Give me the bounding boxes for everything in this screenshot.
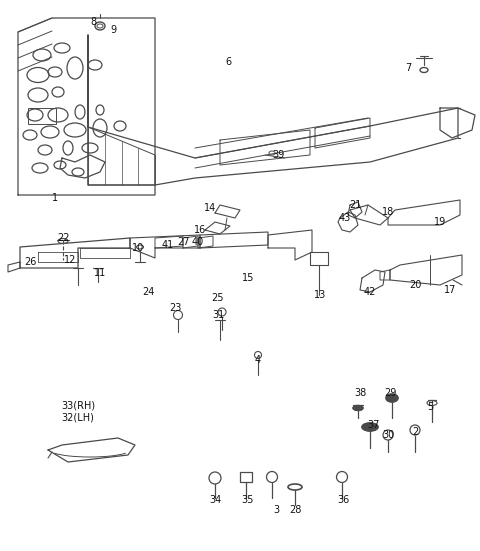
- Text: 18: 18: [382, 207, 394, 217]
- Text: 29: 29: [384, 388, 396, 398]
- Text: 40: 40: [192, 237, 204, 247]
- Text: 21: 21: [349, 200, 361, 210]
- Bar: [28, 108, 56, 124]
- Text: 19: 19: [434, 217, 446, 227]
- Text: 25: 25: [212, 293, 224, 303]
- Text: 17: 17: [444, 285, 456, 295]
- Text: 32(LH): 32(LH): [61, 413, 95, 423]
- Text: 31: 31: [212, 310, 224, 320]
- Text: 11: 11: [94, 268, 106, 278]
- Text: 15: 15: [242, 273, 254, 283]
- Text: 33(RH): 33(RH): [61, 401, 95, 411]
- Text: 35: 35: [242, 495, 254, 505]
- Text: 24: 24: [142, 287, 154, 297]
- Text: 23: 23: [169, 303, 181, 313]
- Text: 42: 42: [364, 287, 376, 297]
- Text: 26: 26: [24, 257, 36, 267]
- Text: 8: 8: [90, 17, 96, 27]
- Text: 43: 43: [339, 213, 351, 223]
- Text: 41: 41: [162, 240, 174, 250]
- Text: 38: 38: [354, 388, 366, 398]
- Text: 14: 14: [204, 203, 216, 213]
- Text: 7: 7: [405, 63, 411, 73]
- Text: 36: 36: [337, 495, 349, 505]
- Text: 5: 5: [427, 402, 433, 412]
- Text: 6: 6: [225, 57, 231, 67]
- Text: 20: 20: [409, 280, 421, 290]
- Text: 37: 37: [367, 420, 379, 430]
- Bar: [240, 472, 252, 482]
- Ellipse shape: [353, 406, 363, 410]
- Text: 22: 22: [57, 233, 69, 243]
- Ellipse shape: [362, 423, 378, 431]
- Text: 3: 3: [273, 505, 279, 515]
- Text: 13: 13: [314, 290, 326, 300]
- Text: 30: 30: [382, 430, 394, 440]
- Ellipse shape: [386, 394, 398, 402]
- Text: 16: 16: [194, 225, 206, 235]
- Text: 34: 34: [209, 495, 221, 505]
- Text: 9: 9: [110, 25, 116, 35]
- Text: 39: 39: [272, 150, 284, 160]
- Text: 12: 12: [64, 255, 76, 265]
- Text: 4: 4: [255, 355, 261, 365]
- Text: 28: 28: [289, 505, 301, 515]
- Text: 1: 1: [52, 193, 58, 203]
- Text: 27: 27: [177, 237, 189, 247]
- Text: 2: 2: [412, 427, 418, 437]
- Text: 10: 10: [132, 243, 144, 253]
